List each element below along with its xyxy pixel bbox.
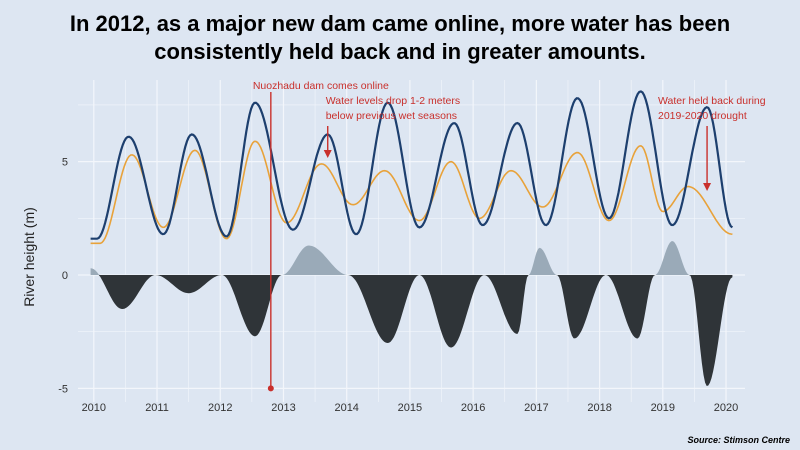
- x-tick-label: 2011: [145, 402, 169, 414]
- source-credit: Source: Stimson Centre: [687, 435, 790, 445]
- river-lines: [90, 90, 734, 245]
- grid-lines: [78, 80, 745, 402]
- headline-line-1: In 2012, as a major new dam came online,…: [69, 11, 731, 36]
- dam-online-label: Nuozhadu dam comes online: [253, 80, 389, 92]
- actual-series-line: [90, 90, 734, 240]
- water-drop-arrowhead: [323, 150, 332, 158]
- y-tick-label: 0: [62, 270, 68, 282]
- annotations: Nuozhadu dam comes online Water levels dr…: [253, 80, 766, 392]
- y-tick-label: -5: [58, 383, 68, 395]
- x-tick-label: 2013: [271, 402, 295, 414]
- x-tick-label: 2010: [82, 402, 106, 414]
- deficit-area: [90, 275, 733, 386]
- drought-label: 2019-2020 drought: [658, 110, 747, 122]
- axes: 2010 2011 2012 2013 2014 2015 2016 2017 2018 2019…: [21, 157, 738, 414]
- x-tick-label: 2018: [587, 402, 611, 414]
- chart-headline: In 2012, as a major new dam came online,…: [0, 10, 800, 66]
- x-tick-label: 2017: [524, 402, 548, 414]
- surplus-area: [90, 241, 733, 276]
- x-tick-label: 2019: [651, 402, 675, 414]
- drought-label: Water held back during: [658, 95, 766, 107]
- dam-online-marker: [267, 385, 274, 392]
- drought-arrowhead: [703, 183, 712, 191]
- difference-area: [90, 241, 733, 386]
- x-tick-label: 2014: [334, 402, 358, 414]
- natural-series-line: [90, 140, 733, 245]
- water-drop-label: below previous wet seasons: [326, 110, 457, 122]
- headline-line-2: consistently held back and in greater am…: [154, 39, 646, 64]
- x-tick-label: 2020: [714, 402, 738, 414]
- x-tick-label: 2012: [208, 402, 232, 414]
- x-tick-label: 2015: [398, 402, 422, 414]
- water-drop-label: Water levels drop 1-2 meters: [326, 95, 460, 107]
- y-axis-label: River height (m): [21, 207, 37, 307]
- y-tick-label: 5: [62, 157, 68, 169]
- x-tick-label: 2016: [461, 402, 485, 414]
